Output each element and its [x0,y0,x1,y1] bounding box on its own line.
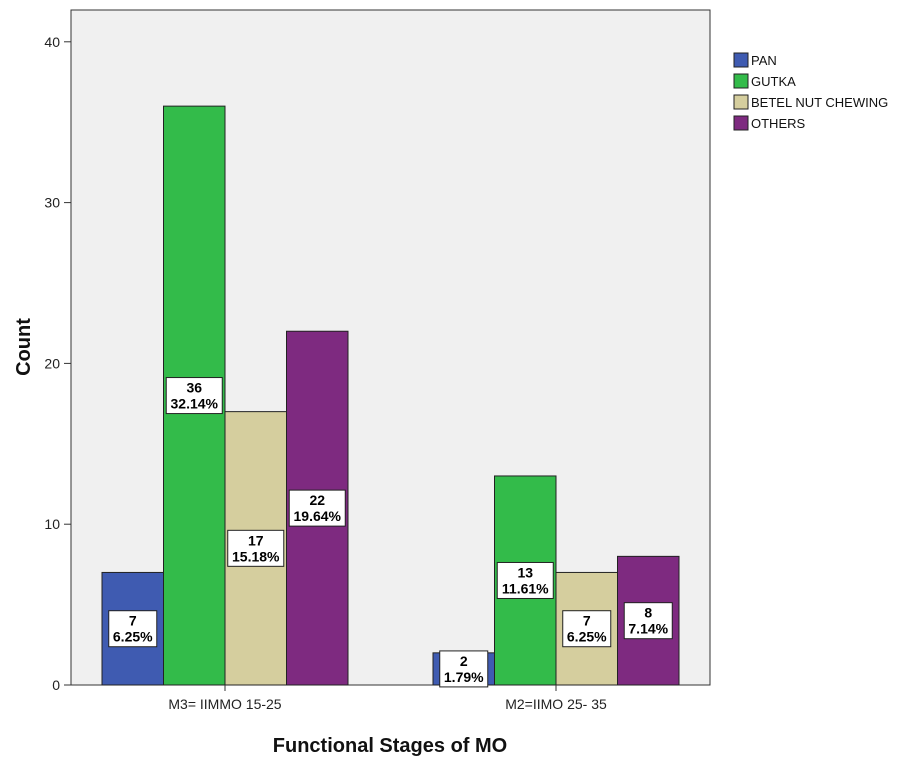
data-label-box [439,650,489,688]
legend-label: GUTKA [751,74,796,89]
x-tick-label: M3= IIMMO 15-25 [168,696,281,712]
y-tick-label: 0 [52,677,60,693]
data-label-count: 7 [583,613,591,629]
data-label: 76.25% [562,610,612,648]
data-label-box [165,377,223,415]
legend-swatch [733,115,749,131]
x-axis-title: Functional Stages of MO [273,735,507,757]
data-label-box [227,529,285,567]
y-axis: 0 10 20 30 40 [44,10,72,693]
y-axis-title: Count [13,318,35,376]
data-label-box [108,610,158,648]
legend-label: PAN [751,53,777,68]
legend-item: BETEL NUT CHEWING [733,94,888,110]
data-label-percent: 7.14% [628,621,668,637]
legend-label: BETEL NUT CHEWING [751,95,888,110]
y-tick-label: 20 [44,355,60,371]
data-label-percent: 1.79% [444,669,484,685]
x-axis: M3= IIMMO 15-25 M2=IIMO 25- 35 [168,685,607,712]
data-label-box [288,489,346,527]
data-label-box [496,561,554,599]
data-label-count: 13 [517,564,533,580]
data-label-percent: 32.14% [171,396,219,412]
data-label-percent: 19.64% [294,508,342,524]
legend-item: PAN [733,52,777,68]
data-label-count: 7 [129,613,137,629]
data-label-percent: 11.61% [502,580,549,596]
x-tick-label: M2=IIMO 25- 35 [505,696,607,712]
data-labels-group: 76.25%21.79%3632.14%1311.61%1715.18%76.2… [108,377,673,688]
data-label: 87.14% [623,602,673,640]
data-label-percent: 6.25% [567,629,607,645]
y-tick-label: 40 [44,34,60,50]
legend-label: OTHERS [751,116,806,131]
data-label: 21.79% [439,650,489,688]
data-label-count: 22 [309,492,325,508]
data-label-count: 8 [644,605,652,621]
legend-swatch [733,73,749,89]
data-label-count: 2 [460,653,468,669]
legend: PAN GUTKA BETEL NUT CHEWING OTHERS [733,52,888,131]
legend-swatch [733,52,749,68]
data-label-box [623,602,673,640]
legend-swatch [733,94,749,110]
data-label-percent: 15.18% [232,548,280,564]
y-tick-label: 30 [44,195,60,211]
data-label-percent: 6.25% [113,629,153,645]
y-tick-label: 10 [44,516,60,532]
data-label: 76.25% [108,610,158,648]
data-label-count: 17 [248,532,264,548]
legend-item: GUTKA [733,73,796,89]
data-label-count: 36 [186,380,202,396]
legend-item: OTHERS [733,115,806,131]
data-label-box [562,610,612,648]
